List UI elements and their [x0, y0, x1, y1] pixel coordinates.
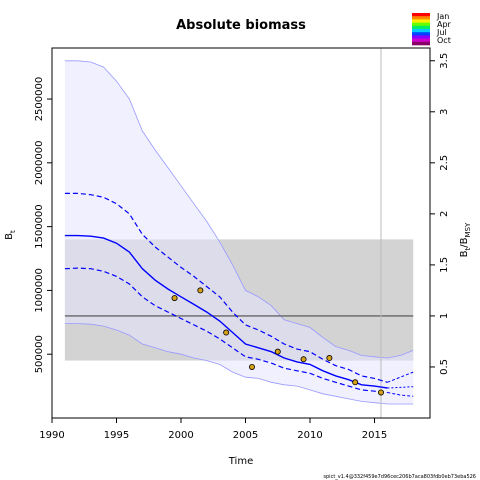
legend-color-swatch — [412, 38, 430, 43]
x-tick-label: 1990 — [39, 430, 64, 441]
y-tick-label: 2500000 — [34, 77, 45, 122]
outer-band-lower-edge — [64, 323, 414, 405]
x-tick-label: 2000 — [168, 430, 193, 441]
observation-point — [248, 363, 255, 370]
median-line — [64, 234, 388, 389]
y2-tick-label: 0.5 — [439, 359, 450, 375]
x-axis-title: Time — [228, 456, 253, 467]
observation-point — [171, 295, 178, 302]
y2-axis-title: Bt/BMSY — [459, 222, 472, 257]
legend-color-swatch — [412, 22, 430, 27]
forecast-median-line — [387, 386, 414, 389]
y2-tick-label: 3 — [439, 109, 450, 115]
observation-point — [326, 355, 333, 362]
observation-point — [197, 287, 204, 294]
outer-band-upper-edge — [64, 60, 414, 359]
y2-tick-label: 2 — [439, 211, 450, 217]
legend-color-swatch — [412, 13, 430, 17]
legend-label: Apr — [437, 20, 452, 29]
observation-point — [352, 379, 359, 386]
y2-tick-label: 1 — [439, 313, 450, 319]
legend-label: Jul — [436, 28, 447, 37]
legend-label: Jan — [436, 12, 449, 21]
x-tick-label: 2005 — [233, 430, 258, 441]
y-axis-title: Bt — [4, 230, 17, 240]
y-tick-label: 1500000 — [34, 204, 45, 249]
y2-tick-label: 1.5 — [439, 257, 450, 273]
axes: 1990 1995 2000 2005 2010 2015 500000 1000000 150… — [34, 47, 450, 441]
observation-point — [377, 389, 384, 396]
legend-color-swatch — [412, 35, 430, 39]
y-tick-label: 500000 — [34, 335, 45, 373]
observation-point — [223, 329, 230, 336]
x-tick-label: 1995 — [104, 430, 129, 441]
chart-title: Absolute biomass — [176, 18, 306, 33]
y2-tick-label: 2.5 — [439, 155, 450, 171]
ci-upper-line — [64, 192, 388, 383]
x-tick-label: 2010 — [297, 430, 322, 441]
version-footer: spict_v1.4@332f459e7d96cec206b7aca803fdb… — [323, 474, 476, 480]
y-tick-label: 2000000 — [34, 141, 45, 186]
legend-label: Oct — [437, 36, 451, 45]
observation-point — [300, 356, 307, 363]
ci-lower-line — [64, 267, 388, 394]
observation-point — [274, 348, 281, 355]
legend-color-swatch — [412, 25, 430, 30]
x-tick-label: 2015 — [362, 430, 387, 441]
plot-frame — [51, 47, 431, 419]
legend-color-swatch — [412, 16, 430, 20]
forecast-ci-lower-line — [387, 392, 414, 397]
legend-color-swatch — [412, 19, 430, 23]
legend-color-swatch — [412, 41, 430, 46]
y-tick-label: 1000000 — [34, 268, 45, 313]
legend-color-swatch — [412, 32, 430, 36]
y2-tick-label: 3.5 — [439, 53, 450, 69]
biomass-outer-band — [64, 60, 414, 405]
plot-area — [64, 48, 414, 418]
legend-color-swatch — [412, 29, 430, 33]
